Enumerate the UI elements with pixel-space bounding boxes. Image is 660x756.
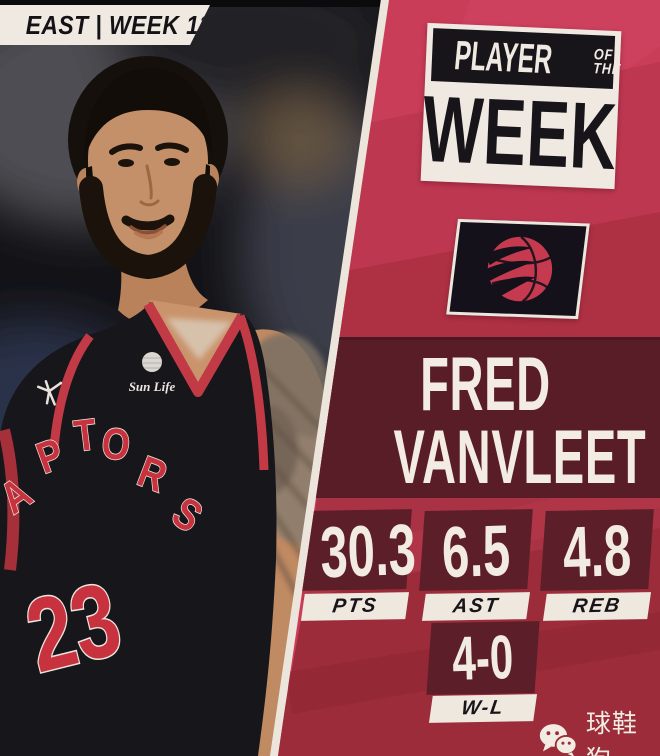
raptors-claw-ball-icon [482, 235, 553, 303]
stat-record: 4-0 W-L [426, 621, 540, 723]
jumpman-icon [36, 380, 63, 406]
potw-word-the: THE [593, 59, 622, 78]
armhole-trim-right [235, 314, 269, 471]
player-of-the-week-badge: PLAYER OF THE WEEK [420, 22, 622, 190]
watermark-text: 球鞋狗 [585, 710, 638, 756]
potw-of-the: OF THE [593, 46, 622, 78]
potw-word-week: WEEK [420, 75, 620, 189]
watermark: 球鞋狗 [538, 704, 660, 756]
stat-points: 30.3 PTS [298, 509, 417, 621]
player-first-name: FRED [419, 342, 551, 427]
record-label: W-L [428, 694, 538, 723]
jersey-letter: O [99, 418, 133, 470]
armhole-trim-left [49, 333, 94, 449]
stat-points-label: PTS [300, 592, 410, 621]
sunlife-patch: Sun Life [129, 352, 176, 394]
stat-label-text: AST [451, 594, 501, 618]
conference-week-label: EAST | WEEK 12 [25, 9, 213, 40]
record-value: 4-0 [451, 622, 515, 695]
player-last-name: VANVLEET [393, 415, 647, 500]
player-name-band: FRED VANVLEET [277, 337, 660, 500]
stat-rebounds-label: REB [542, 592, 652, 621]
raptors-logo [446, 218, 590, 320]
stat-assists: 6.5 AST [419, 509, 533, 621]
conference-week-badge: EAST | WEEK 12 [0, 5, 210, 45]
stat-rebounds: 4.8 REB [540, 509, 654, 621]
beard [79, 174, 217, 280]
stat-label-text: W-L [459, 696, 507, 720]
stat-label-text: REB [571, 594, 623, 618]
stat-assists-label: AST [421, 592, 531, 621]
player-jersey: Sun Life A P T O R S 23 [0, 301, 277, 756]
collar-trim [143, 301, 247, 397]
stat-rebounds-value: 4.8 [561, 510, 633, 594]
wechat-icon [539, 724, 578, 756]
stat-assists-value: 6.5 [440, 510, 512, 594]
stats-row: 30.3 PTS 6.5 AST 4.8 REB [298, 509, 654, 621]
player-head [68, 56, 228, 280]
sponsor-text: Sun Life [129, 379, 176, 394]
stat-points-value: 30.3 [319, 509, 418, 594]
top-black-strip [0, 0, 660, 7]
potw-week-row: WEEK [420, 75, 619, 188]
player-name: FRED VANVLEET [316, 342, 654, 500]
stat-label-text: PTS [331, 594, 380, 618]
